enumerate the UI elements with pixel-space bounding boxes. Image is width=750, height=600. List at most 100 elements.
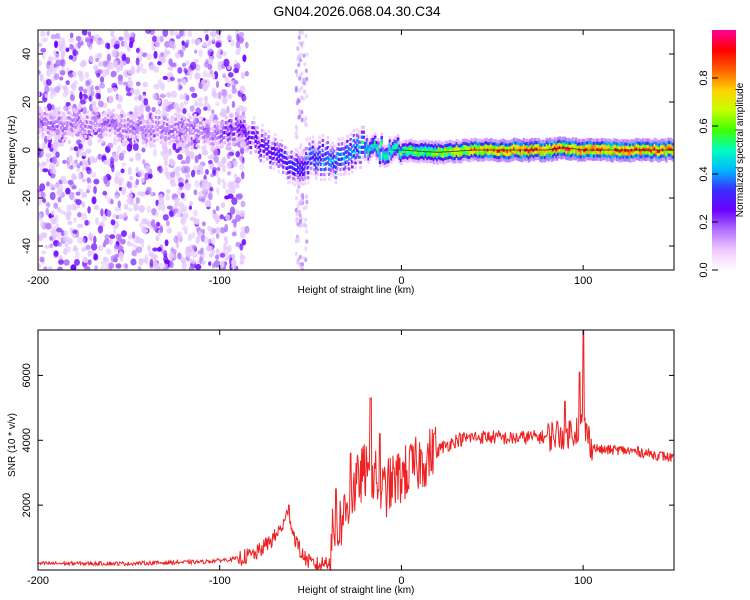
ridge-cell [656,149,660,154]
ridge-cell [671,142,674,146]
ridge-cell [176,145,179,149]
ridge-cell [254,129,258,133]
snr-x-ticks: -200 -100 0 100 [27,330,592,587]
ridge-cell [422,159,426,164]
ridge-cell [195,123,199,127]
ridge-cell [560,153,563,157]
ridge-cell [486,142,490,146]
ridge-cell [647,157,650,161]
ridge-cell [256,136,259,140]
ridge-cell [470,147,473,151]
ridge-cell [575,153,578,157]
ridge-cell [382,153,385,157]
ridge-cell [301,172,305,176]
ridge-cell [324,147,328,151]
noise-blob [298,76,302,81]
ridge-cell [274,143,277,147]
ridge-cell [663,141,666,145]
ridge-cell [565,137,568,142]
ridge-cell [458,160,462,164]
ridge-cell [197,145,200,149]
ridge-cell [329,169,333,173]
ridge-cell [669,141,673,145]
ridge-cell [651,139,655,143]
ridge-cell [395,146,398,150]
ridge-cell [50,121,53,125]
ridge-cell [133,127,137,131]
ridge-cell [81,132,84,136]
ridge-cell [144,138,148,142]
ridge-cell [493,154,496,159]
ridge-cell [300,170,303,175]
ridge-cell [630,145,634,149]
ridge-cell [645,151,648,155]
noise-blob [108,262,115,269]
ridge-cell [411,149,415,153]
ridge-cell [568,138,572,142]
ridge-cell [50,116,53,120]
ridge-cell [254,139,258,143]
noise-blob [200,169,204,175]
ridge-cell [249,141,253,145]
ridge-cell [604,157,608,161]
ridge-cell [364,151,367,155]
ridge-cell [661,138,665,142]
ridge-cell [334,160,338,165]
noise-blob [235,176,241,184]
noise-blob [208,192,213,201]
ridge-cell [357,130,361,134]
ridge-cell [635,137,639,142]
ridge-cell [355,138,359,142]
noise-blob [165,188,171,194]
ridge-cell [58,121,61,125]
ridge-cell [351,140,354,144]
noise-blob [213,260,221,268]
ridge-cell [620,157,624,162]
ridge-cell [166,112,169,117]
ridge-cell [293,157,297,162]
ridge-cell [494,142,498,146]
noise-blob [227,93,233,100]
ridge-cell [77,121,81,125]
ridge-cell [337,167,341,172]
noise-blob [187,70,194,76]
ridge-cell [424,151,428,156]
ridge-cell [401,143,405,147]
ridge-cell [476,158,480,162]
noise-blob [153,50,158,59]
ridge-cell [311,160,315,164]
ridge-cell [176,125,179,129]
ridge-cell [74,130,78,134]
ridge-cell [658,143,662,147]
noise-blob [185,94,190,101]
ridge-cell [519,158,523,162]
ridge-cell [545,153,549,157]
noise-blob [184,60,190,66]
noise-blob [138,50,143,57]
noise-blob [215,30,222,35]
noise-blob [111,87,118,92]
ridge-cell [341,152,344,156]
ridge-cell [432,157,436,162]
ridge-cell [153,124,156,128]
noise-blob [116,233,120,242]
ridge-cell [277,154,281,158]
ridge-cell [344,155,348,159]
ridge-cell [411,146,415,150]
ridge-cell [203,139,207,143]
ridge-cell [292,156,295,161]
ridge-cell [612,138,616,142]
ridge-cell [521,149,524,153]
ridge-cell [138,131,141,135]
noise-blob [72,184,77,190]
ridge-cell [504,149,508,153]
noise-blob [165,91,172,98]
ridge-cell [167,131,171,135]
noise-blob [112,139,118,146]
ridge-cell [661,141,665,146]
ridge-cell [481,152,485,156]
ridge-cell [243,119,246,124]
ridge-cell [192,136,195,140]
ridge-cell [108,128,112,133]
